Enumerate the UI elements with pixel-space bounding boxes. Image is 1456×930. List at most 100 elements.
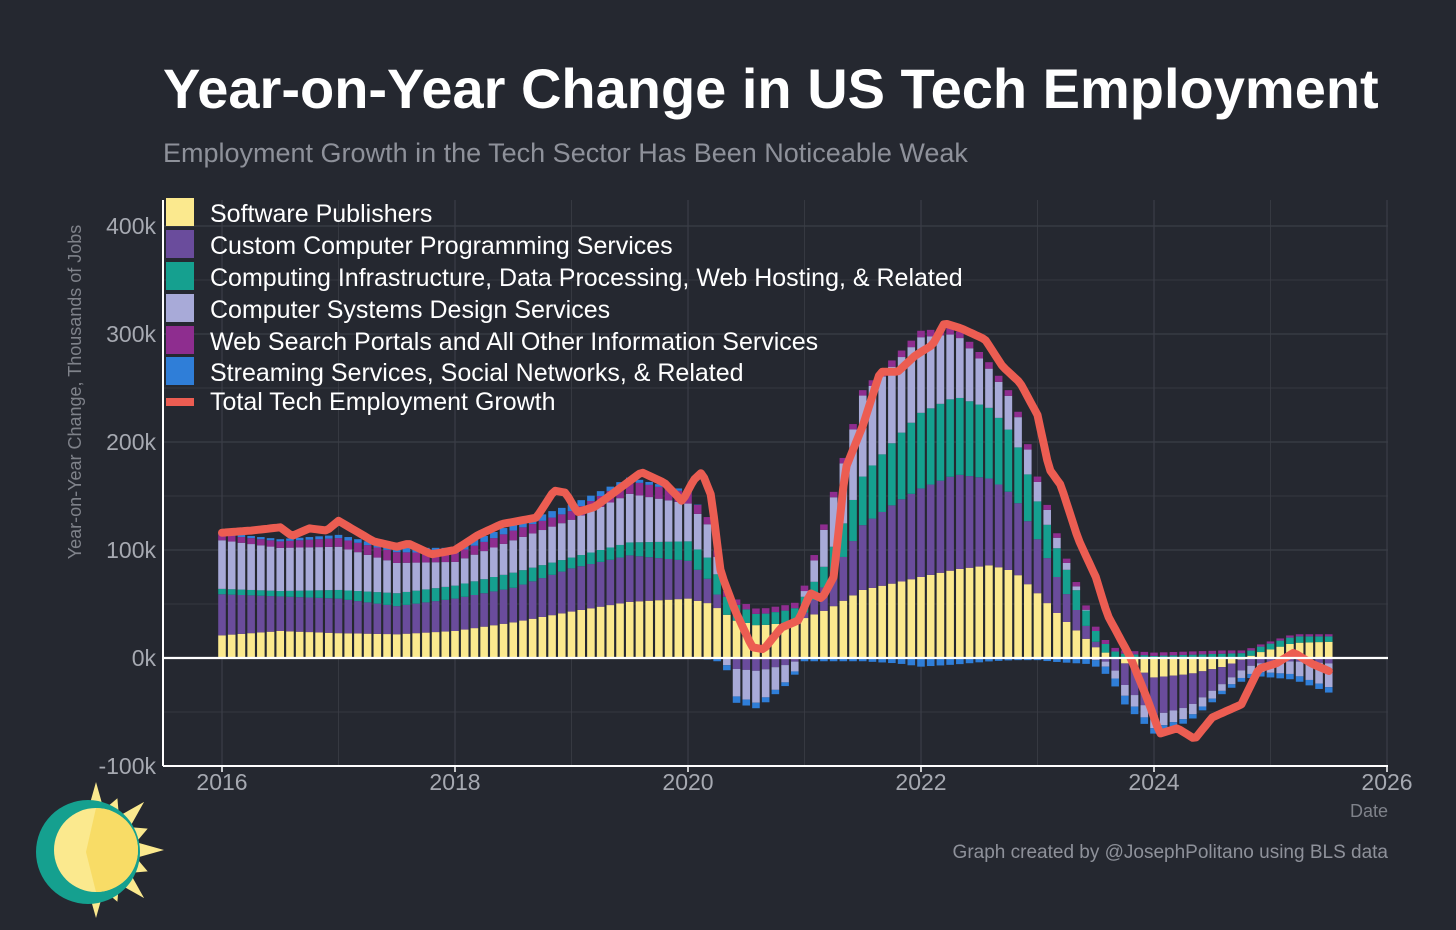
bar-streaming [499, 528, 508, 535]
bar-websearch [1315, 634, 1323, 637]
bar-websearch [664, 488, 673, 501]
bar-software [965, 567, 974, 658]
bar-streaming [752, 702, 760, 709]
bar-software [344, 633, 352, 658]
bar-websearch [237, 537, 246, 543]
bar-design [674, 501, 683, 542]
bar-infra [392, 593, 401, 607]
bars [218, 328, 1333, 734]
bar-custom [305, 597, 314, 633]
axes: -100k 0k 100k 200k 300k 400k 2016 2018 2020 2022 2… [65, 200, 1413, 821]
bar-software [878, 585, 886, 658]
bar-software [480, 626, 488, 658]
bar-software [257, 632, 265, 658]
bar-websearch [402, 552, 411, 563]
bar-streaming [266, 538, 275, 541]
bar-design [635, 495, 644, 543]
bar-custom [1082, 625, 1090, 639]
bar-design [936, 335, 945, 404]
bar-streaming [344, 537, 352, 541]
bar-design [480, 551, 488, 580]
legend-label-infra: Computing Infrastructure, Data Processin… [210, 264, 963, 292]
bar-design [354, 552, 362, 592]
bar-websearch [1218, 650, 1226, 654]
bar-streaming [645, 481, 653, 485]
bar-websearch [334, 538, 343, 547]
bar-websearch [732, 599, 741, 605]
bar-infra [1043, 524, 1051, 559]
bar-custom [460, 596, 469, 630]
bar-custom [383, 604, 391, 635]
bar-software [664, 599, 673, 658]
bar-streaming [1082, 658, 1090, 664]
bar-custom [791, 658, 799, 662]
bar-software [606, 605, 615, 658]
bar-infra [315, 590, 323, 598]
bar-websearch [985, 362, 993, 369]
bar-design [1014, 417, 1022, 448]
bar-software [1140, 658, 1149, 673]
bar-software [713, 608, 721, 658]
bar-streaming [761, 697, 770, 703]
bar-infra [577, 555, 585, 567]
bar-streaming [800, 658, 809, 662]
legend-label-total: Total Tech Employment Growth [210, 388, 556, 416]
bar-software [567, 611, 576, 658]
bar-design [1111, 670, 1119, 679]
bar-custom [538, 578, 547, 617]
bar-software [1043, 603, 1051, 658]
bar-streaming [587, 495, 595, 502]
bar-websearch [286, 540, 294, 548]
bar-design [791, 661, 799, 672]
bar-software [1024, 584, 1032, 658]
bar-custom [480, 593, 488, 627]
bar-websearch [383, 549, 391, 561]
bar-websearch [470, 545, 479, 555]
bar-software [227, 634, 236, 658]
bar-streaming [1276, 673, 1284, 679]
bar-websearch [655, 486, 663, 499]
bar-design [1004, 395, 1013, 430]
bar-design [451, 561, 459, 586]
bar-streaming [771, 689, 780, 695]
bar-custom [713, 594, 721, 609]
bar-software [538, 616, 547, 658]
bar-design [888, 366, 896, 444]
bar-software [402, 633, 411, 658]
bar-websearch [742, 604, 751, 610]
bar-websearch [965, 341, 974, 349]
bar-infra [325, 590, 333, 599]
bar-software [858, 589, 867, 658]
bar-design [781, 665, 789, 683]
bar-software [1150, 658, 1158, 678]
bar-software [926, 574, 935, 658]
bar-design [625, 493, 634, 543]
bar-software [829, 606, 838, 658]
bar-websearch [858, 390, 867, 396]
bar-streaming [1140, 717, 1149, 724]
bar-software [635, 601, 644, 658]
bar-infra [441, 586, 450, 600]
bar-infra [431, 588, 440, 602]
bar-custom [674, 559, 683, 600]
bar-infra [946, 399, 954, 477]
bar-software [1295, 642, 1304, 658]
bar-design [1237, 670, 1246, 678]
bar-infra [1121, 653, 1129, 658]
bar-design [373, 557, 382, 593]
bar-custom [218, 594, 226, 636]
bar-software [266, 631, 275, 658]
bar-design [742, 669, 751, 700]
bar-custom [965, 476, 974, 568]
bar-software [1208, 658, 1217, 670]
bar-software [558, 613, 566, 658]
bar-streaming [1295, 676, 1304, 682]
legend-swatch-software [166, 198, 194, 226]
bar-design [528, 533, 537, 568]
bar-websearch [392, 552, 401, 563]
legend-swatch-infra [166, 262, 194, 290]
bar-software [897, 581, 906, 658]
bar-software [431, 632, 440, 658]
bar-websearch [1276, 638, 1284, 641]
bar-websearch [1247, 648, 1255, 651]
